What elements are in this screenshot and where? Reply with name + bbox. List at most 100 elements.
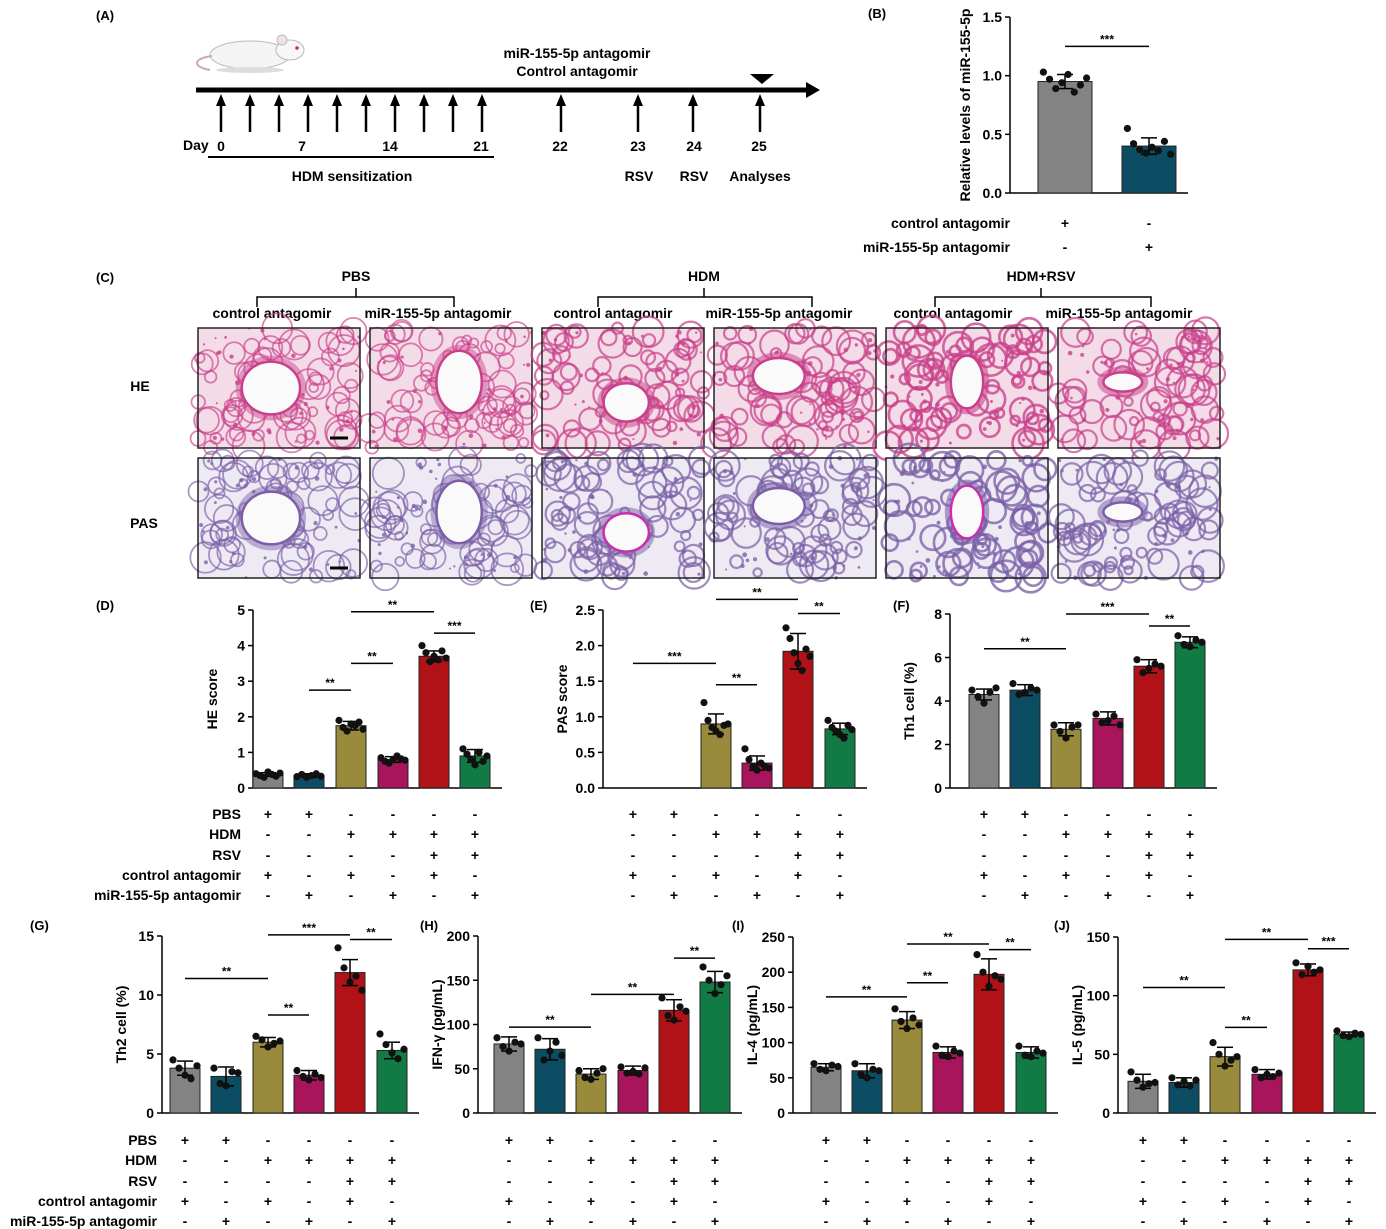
alveolus	[673, 540, 686, 553]
cell-nucleus	[765, 537, 770, 542]
cell-nucleus	[523, 363, 526, 366]
cell-nucleus	[577, 515, 582, 520]
cell-nucleus	[693, 414, 697, 419]
alveolus	[494, 342, 506, 355]
alveolus	[711, 415, 739, 443]
condition-label: PBS	[212, 806, 241, 822]
data-point	[806, 652, 814, 660]
condition-sign: -	[391, 806, 396, 822]
cell-nucleus	[326, 563, 330, 566]
data-point	[915, 1021, 923, 1029]
alveolus	[467, 548, 485, 566]
alveolus	[312, 549, 346, 583]
condition-sign: +	[1186, 887, 1194, 903]
condition-sign: -	[982, 887, 987, 903]
cell-nucleus	[674, 372, 680, 377]
alveolus	[1146, 547, 1164, 565]
significance-label: **	[222, 964, 232, 978]
data-point	[1345, 1033, 1353, 1041]
alveolus	[864, 344, 882, 361]
cell-nucleus	[698, 542, 703, 547]
timeline-arrowhead-10	[556, 94, 566, 106]
alveolus	[306, 357, 335, 386]
cell-nucleus	[832, 565, 837, 570]
condition-sign: +	[629, 867, 637, 883]
panel-label-g: (G)	[30, 918, 49, 933]
cell-nucleus	[375, 490, 378, 493]
cell-nucleus	[229, 354, 234, 359]
day-tick: 23	[630, 138, 646, 154]
cell-nucleus	[911, 481, 915, 485]
alveolus	[1129, 336, 1159, 367]
cell-nucleus	[590, 495, 595, 500]
alveolus	[550, 508, 564, 522]
alveolus	[402, 491, 424, 512]
cell-nucleus	[354, 369, 358, 373]
alveolus	[639, 495, 667, 523]
panel-c-histology: (C) PBS HDM HDM+RSV control antagomir miR-15…	[96, 268, 1230, 594]
data-point	[1052, 84, 1060, 93]
cell-nucleus	[944, 572, 950, 577]
data-point	[1339, 1031, 1347, 1040]
y-tick-label: 1	[237, 744, 245, 760]
cell-nucleus	[399, 518, 404, 523]
alveolus	[1024, 520, 1039, 536]
cell-nucleus	[816, 428, 819, 431]
cell-nucleus	[679, 427, 684, 432]
condition-sign: -	[1141, 1173, 1146, 1189]
y-tick-label: 0.5	[576, 744, 596, 760]
cell-nucleus	[688, 413, 693, 418]
cell-nucleus	[417, 428, 423, 434]
cell-nucleus	[1024, 521, 1030, 526]
cell-nucleus	[202, 343, 206, 346]
alveolus	[304, 429, 315, 441]
cell-nucleus	[203, 560, 208, 565]
condition-sign: -	[946, 1132, 951, 1148]
cell-nucleus	[1029, 463, 1035, 468]
alveolus	[307, 406, 319, 418]
cell-nucleus	[987, 421, 992, 426]
alveolus	[712, 523, 731, 542]
condition-sign: +	[546, 1213, 554, 1229]
data-point	[1186, 1082, 1194, 1090]
subgroup-label: control antagomir	[893, 305, 1013, 321]
data-point	[187, 1075, 195, 1083]
pas-micrograph	[703, 442, 888, 584]
alveolus	[821, 425, 834, 438]
cell-nucleus	[480, 553, 484, 557]
alveolus	[1153, 517, 1182, 546]
cell-nucleus	[520, 394, 524, 399]
cell-nucleus	[377, 361, 380, 364]
day-tick: 22	[552, 138, 568, 154]
alveolus	[563, 323, 589, 349]
timeline-arrowhead-13	[755, 94, 765, 106]
data-point	[1062, 734, 1070, 742]
cell-nucleus	[235, 483, 240, 488]
data-point	[479, 757, 487, 765]
alveolus	[1128, 415, 1140, 427]
condition-sign: +	[836, 847, 844, 863]
cell-nucleus	[225, 525, 230, 530]
cell-nucleus	[1100, 360, 1104, 364]
condition-sign: -	[473, 867, 478, 883]
condition-sign: -	[224, 1152, 229, 1168]
bar	[1251, 1073, 1283, 1114]
alveolus	[1089, 486, 1106, 503]
condition-sign: +	[1304, 1152, 1312, 1168]
cell-nucleus	[643, 571, 649, 576]
alveolus	[793, 543, 818, 568]
cell-nucleus	[687, 355, 692, 360]
data-point	[664, 1012, 672, 1020]
cell-nucleus	[412, 388, 417, 393]
data-point	[1139, 1083, 1147, 1091]
cell-nucleus	[719, 413, 725, 419]
alveolus	[576, 502, 599, 525]
alveolus	[635, 466, 668, 499]
cell-nucleus	[229, 559, 233, 564]
data-point	[851, 1060, 859, 1068]
timeline-arrowhead-5	[361, 94, 371, 106]
bar	[1015, 1051, 1047, 1114]
cell-nucleus	[981, 348, 985, 351]
data-point	[558, 1051, 566, 1060]
alveolus	[271, 338, 292, 358]
